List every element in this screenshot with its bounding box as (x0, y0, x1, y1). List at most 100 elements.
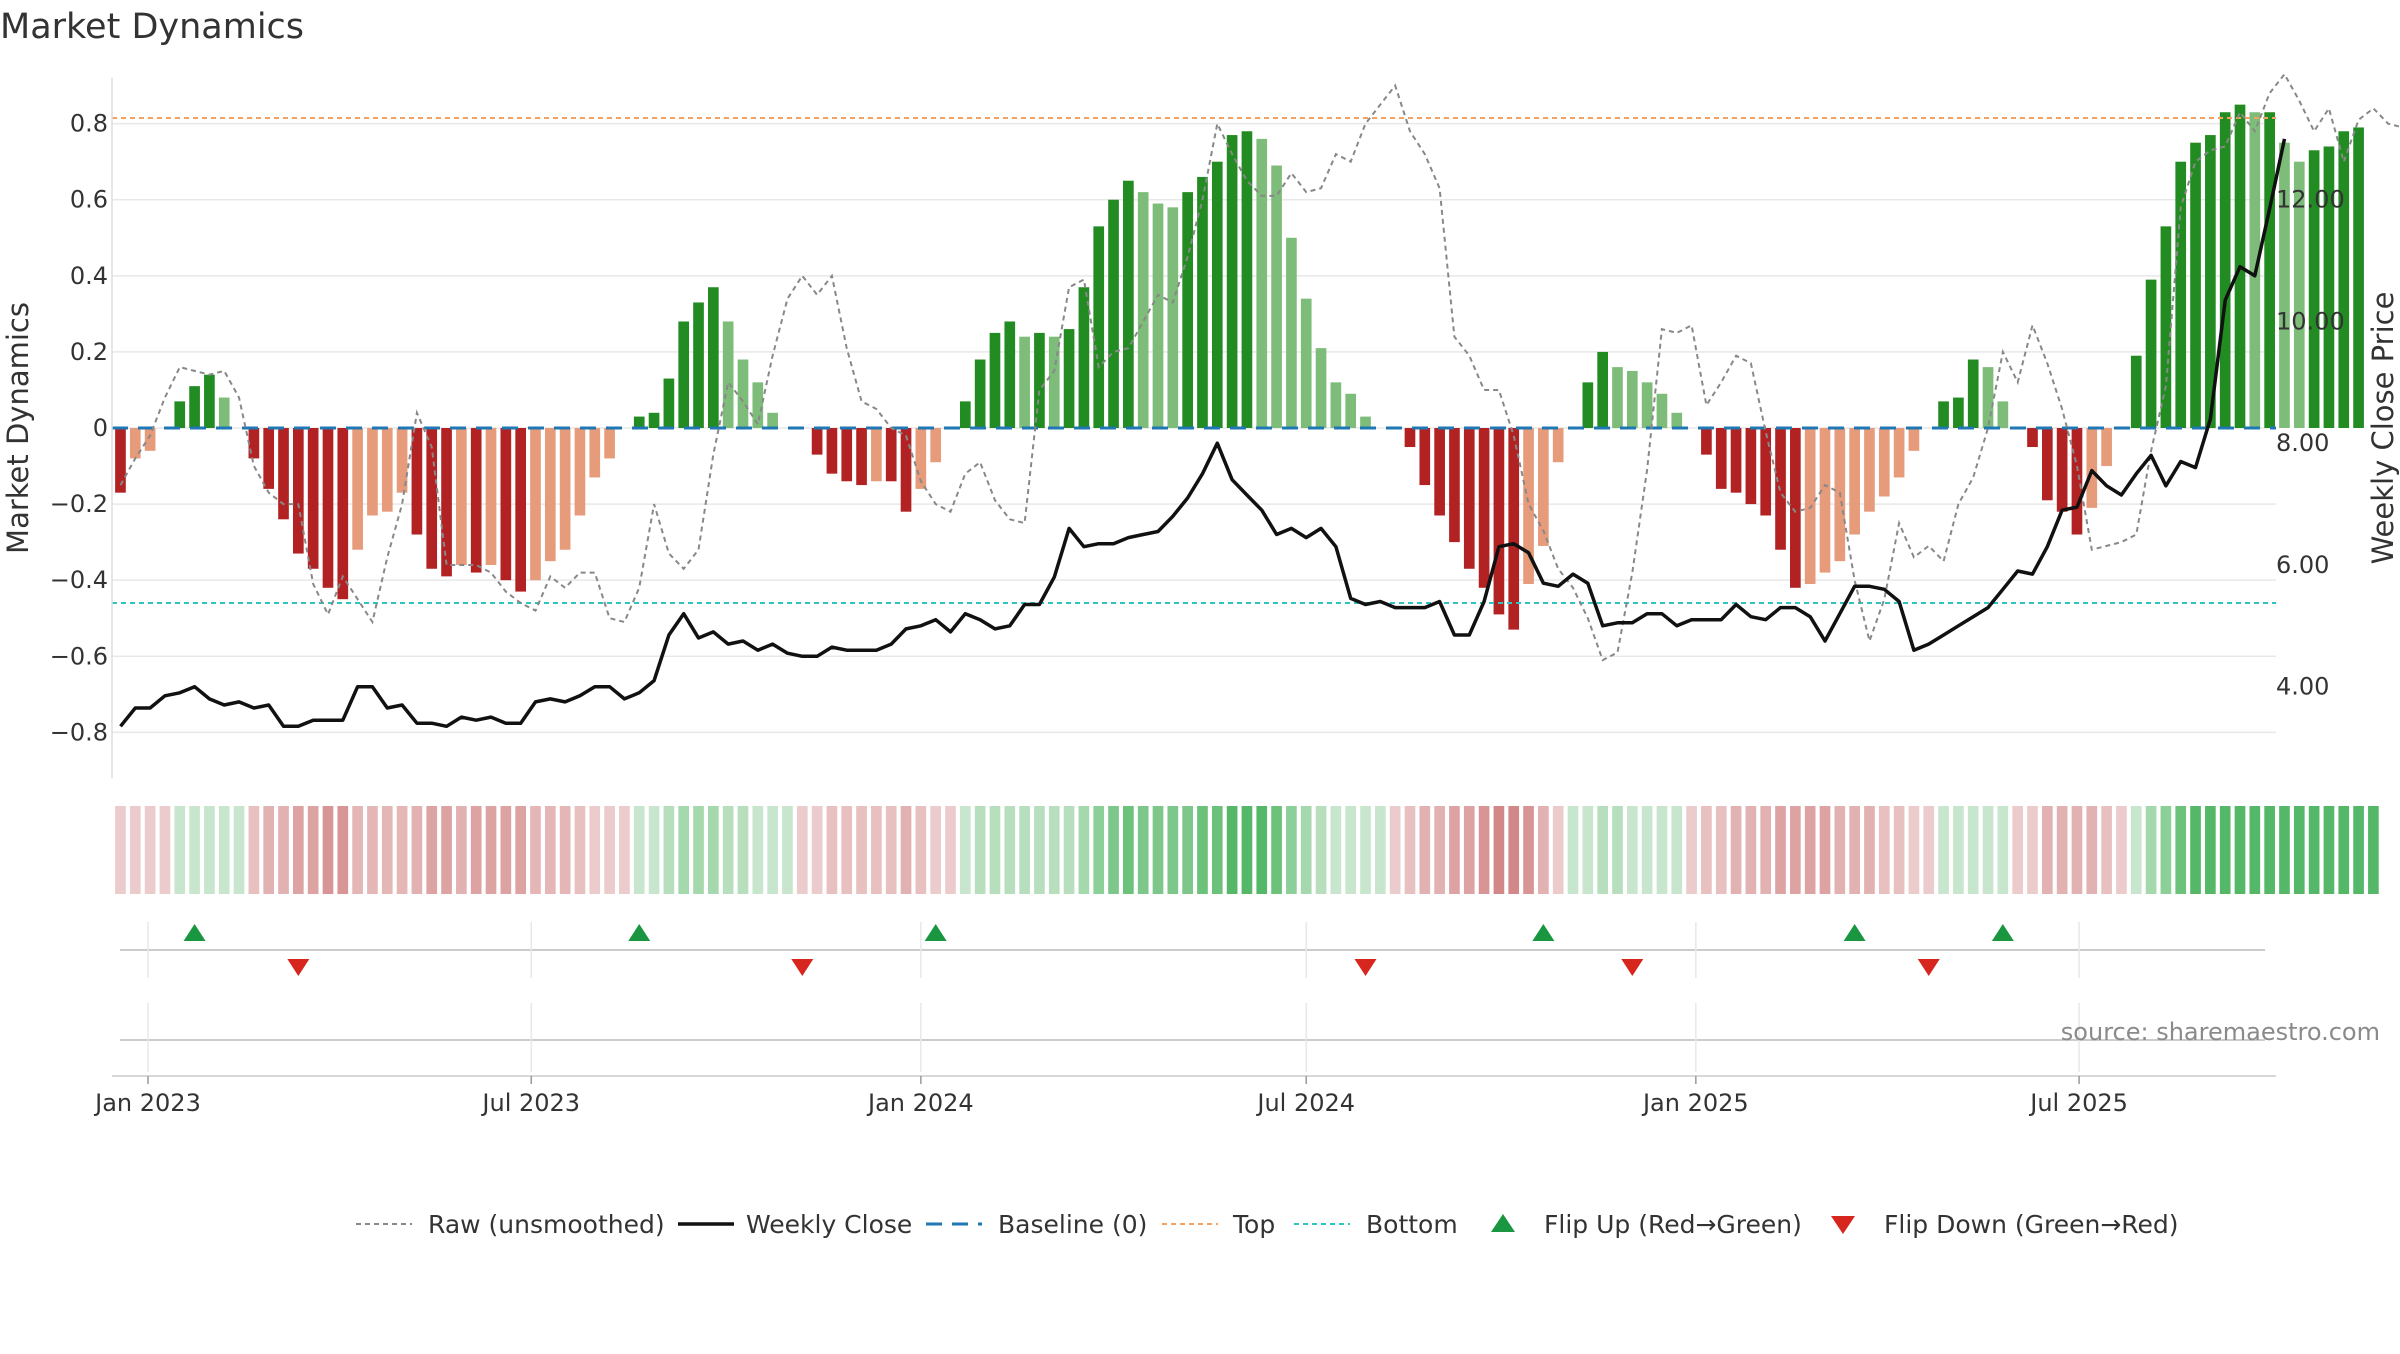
band-cell-92 (1479, 806, 1490, 894)
band-cell-122 (1923, 806, 1934, 894)
x-tick-label-4: Jan 2025 (1641, 1089, 1749, 1117)
bar-138 (2161, 226, 2172, 428)
bars-layer (115, 105, 2364, 630)
band-cell-98 (1568, 806, 1579, 894)
bar-94 (1508, 428, 1519, 630)
band-cell-118 (1864, 806, 1875, 894)
band-cell-131 (2057, 806, 2068, 894)
flip-down-marker-0 (287, 959, 309, 976)
band-cell-108 (1716, 806, 1727, 894)
y-tick-label-right-0: 12.00 (2276, 186, 2345, 214)
bar-39 (693, 302, 704, 428)
band-cell-90 (1449, 806, 1460, 894)
band-cell-69 (1138, 806, 1149, 894)
bar-127 (1998, 401, 2009, 428)
band-cell-114 (1805, 806, 1816, 894)
band-cell-72 (1182, 806, 1193, 894)
x-tick-label-2: Jan 2024 (866, 1089, 974, 1117)
bar-137 (2146, 280, 2157, 428)
band-cell-18 (382, 806, 393, 894)
band-cell-86 (1390, 806, 1401, 894)
band-cell-101 (1612, 806, 1623, 894)
chart-title: Market Dynamics (0, 7, 304, 47)
band-cell-45 (782, 806, 793, 894)
band-cell-66 (1093, 806, 1104, 894)
bar-123 (1938, 401, 1949, 428)
bar-129 (2027, 428, 2038, 447)
band-cell-132 (2072, 806, 2083, 894)
bar-17 (367, 428, 378, 516)
band-cell-117 (1849, 806, 1860, 894)
flip-up-marker-4 (1844, 924, 1866, 941)
legend-item-flip-down[interactable]: Flip Down (Green→Red) (1831, 1210, 2179, 1239)
y-tick-label-right-3: 6.00 (2276, 551, 2329, 579)
band-cell-94 (1508, 806, 1519, 894)
band-cell-137 (2146, 806, 2157, 894)
x-tick-label-0: Jan 2023 (93, 1089, 201, 1117)
bar-89 (1434, 428, 1445, 516)
bar-68 (1123, 181, 1134, 428)
bar-4 (174, 401, 185, 428)
band-cell-134 (2101, 806, 2112, 894)
bar-37 (664, 379, 675, 428)
bar-134 (2101, 428, 2112, 466)
band-cell-24 (471, 806, 482, 894)
y-axis-left: 0.80.60.40.20−0.2−0.4−0.6−0.8 (50, 78, 112, 778)
bar-70 (1153, 204, 1164, 428)
band-cell-33 (604, 806, 615, 894)
band-cell-60 (1004, 806, 1015, 894)
band-cell-47 (812, 806, 823, 894)
bar-109 (1731, 428, 1742, 493)
bar-21 (426, 428, 437, 569)
x-tick-label-5: Jul 2025 (2028, 1089, 2128, 1117)
band-cell-28 (530, 806, 541, 894)
y-axis-left-title: Market Dynamics (1, 302, 35, 554)
flip-up-marker-5 (1992, 924, 2014, 941)
band-cell-70 (1153, 806, 1164, 894)
bar-101 (1612, 367, 1623, 428)
band-cell-111 (1760, 806, 1771, 894)
bar-132 (2072, 428, 2083, 535)
bar-66 (1093, 226, 1104, 428)
legend-item-baseline[interactable]: Baseline (0) (926, 1210, 1147, 1239)
legend-item-flip-up[interactable]: Flip Up (Red→Green) (1491, 1210, 1802, 1239)
band-cell-79 (1286, 806, 1297, 894)
band-cell-10 (263, 806, 274, 894)
bar-87 (1405, 428, 1416, 447)
bar-145 (2264, 112, 2275, 428)
band-cell-119 (1879, 806, 1890, 894)
bar-100 (1597, 352, 1608, 428)
band-cell-50 (856, 806, 867, 894)
bar-69 (1138, 192, 1149, 428)
band-cell-121 (1909, 806, 1920, 894)
band-cell-7 (219, 806, 230, 894)
band-cell-128 (2012, 806, 2023, 894)
band-cell-49 (841, 806, 852, 894)
band-cell-65 (1079, 806, 1090, 894)
bar-140 (2190, 143, 2201, 428)
legend-flip-up-icon (1491, 1214, 1515, 1232)
bar-64 (1064, 329, 1075, 428)
bar-29 (545, 428, 556, 561)
bar-93 (1494, 428, 1505, 614)
y-tick-label-left-8: −0.8 (50, 718, 108, 746)
legend-item-bottom[interactable]: Bottom (1294, 1210, 1458, 1239)
band-cell-127 (1998, 806, 2009, 894)
band-cell-23 (456, 806, 467, 894)
legend-item-close[interactable]: Weekly Close (678, 1210, 912, 1239)
band-cell-44 (767, 806, 778, 894)
bar-49 (841, 428, 852, 481)
band-cell-51 (871, 806, 882, 894)
legend-item-raw[interactable]: Raw (unsmoothed) (356, 1210, 665, 1239)
band-cell-144 (2249, 806, 2260, 894)
band-cell-106 (1686, 806, 1697, 894)
bar-131 (2057, 428, 2068, 512)
legend-item-top[interactable]: Top (1162, 1210, 1275, 1239)
bar-125 (1968, 360, 1979, 428)
legend[interactable]: Raw (unsmoothed) Weekly Close Baseline (0)… (356, 1210, 2179, 1239)
bar-24 (471, 428, 482, 573)
bar-72 (1182, 192, 1193, 428)
band-cell-39 (693, 806, 704, 894)
band-cell-19 (397, 806, 408, 894)
